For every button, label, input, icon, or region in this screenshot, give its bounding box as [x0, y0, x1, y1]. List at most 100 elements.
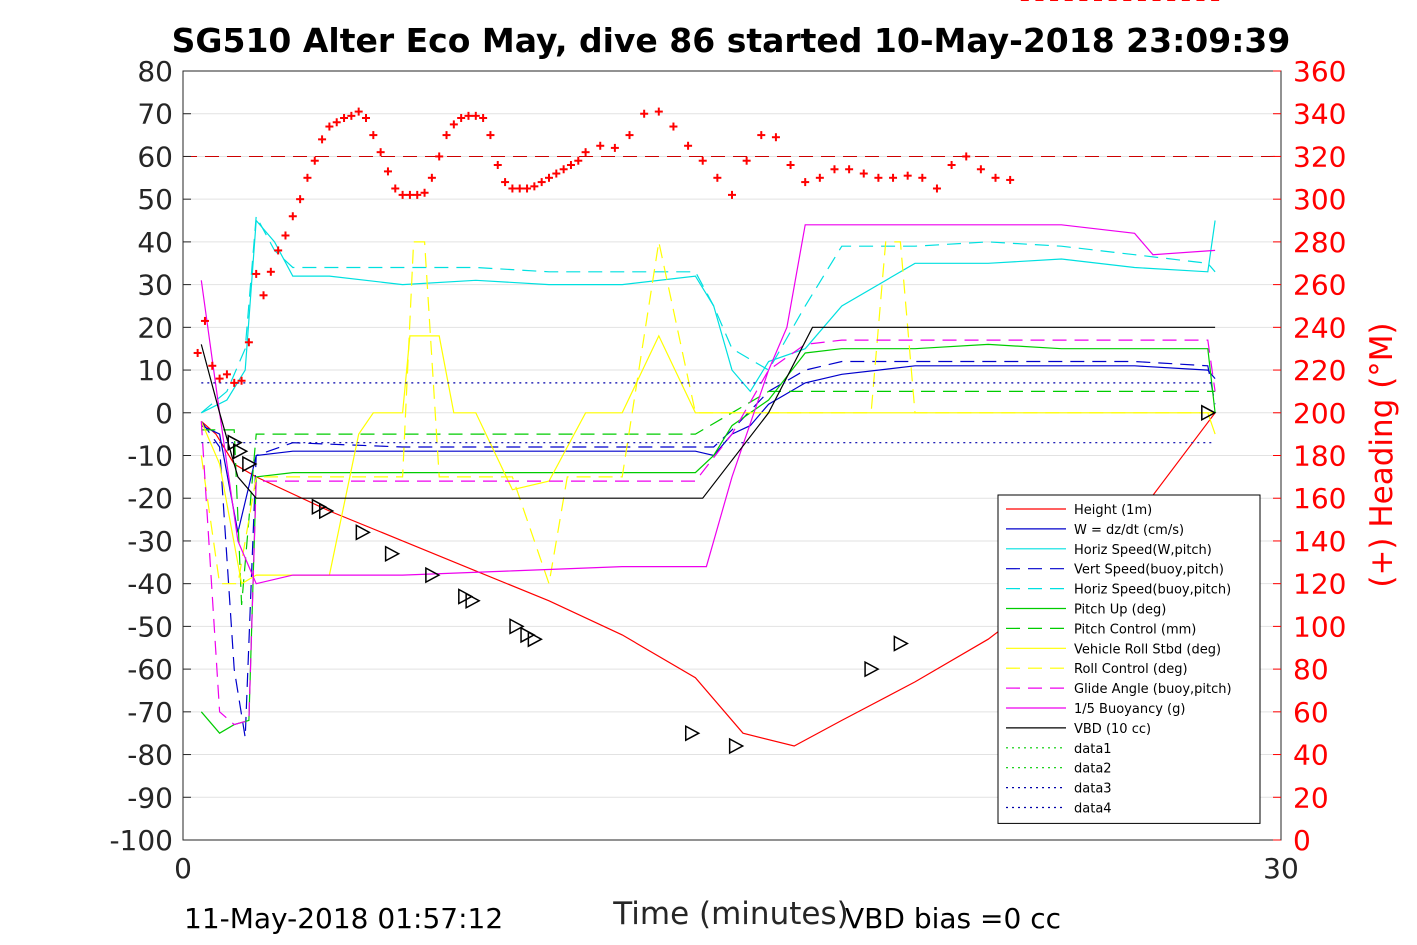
legend-label: Vert Speed(buoy,pitch)	[1074, 563, 1224, 578]
y-tick-label: 40	[137, 226, 173, 259]
triangle-marker	[465, 592, 481, 610]
heading-point	[903, 171, 912, 180]
heading-point	[728, 190, 736, 199]
y-tick-label: -50	[127, 610, 173, 643]
heading-point	[230, 378, 239, 387]
heading-point	[801, 178, 810, 187]
series-line-10	[200, 224, 1216, 585]
legend-label: W = dz/dt (cm/s)	[1074, 523, 1184, 538]
heading-point	[530, 182, 539, 191]
heading-point	[369, 131, 378, 140]
y2-tick-label: 360	[1293, 55, 1346, 88]
triangle-marker	[242, 455, 258, 473]
heading-point	[566, 160, 575, 169]
y-tick-label: 60	[137, 140, 173, 173]
heading-point	[244, 338, 253, 347]
x-tick-label: 0	[174, 852, 192, 885]
y-tick-label: -20	[127, 482, 173, 515]
series-line-7	[200, 334, 1216, 585]
heading-point	[427, 173, 436, 182]
series-line-11	[200, 326, 1216, 499]
triangle-marker	[527, 630, 543, 648]
heading-point	[918, 173, 927, 182]
heading-point	[757, 131, 766, 140]
legend-label: Horiz Speed(W,pitch)	[1074, 543, 1212, 558]
y-tick-label: 80	[137, 55, 173, 88]
heading-point	[296, 195, 305, 204]
y2-tick-label: 0	[1293, 824, 1311, 857]
legend-label: Pitch Control (mm)	[1074, 622, 1196, 637]
legend-label: Vehicle Roll Stbd (deg)	[1074, 642, 1221, 657]
heading-point	[815, 173, 824, 182]
y2-tick-label: 200	[1293, 397, 1346, 430]
triangle-marker	[384, 545, 401, 563]
heading-point	[830, 165, 839, 174]
heading-point	[281, 231, 290, 240]
heading-point	[684, 141, 693, 150]
x-axis-ticks: 0 30	[174, 832, 1299, 885]
heading-point	[479, 113, 488, 122]
triangle-marker	[311, 498, 328, 516]
heading-point	[303, 173, 312, 182]
legend-label: Roll Control (deg)	[1074, 662, 1188, 677]
triangle-marker	[355, 524, 371, 541]
y-tick-label: -100	[109, 824, 173, 857]
legend-label: data1	[1074, 742, 1112, 757]
series-line-6	[201, 390, 1216, 606]
heading-point	[376, 148, 385, 157]
triangle-marker	[684, 724, 701, 742]
heading-point	[222, 370, 231, 379]
y-tick-label: 10	[137, 354, 173, 387]
heading-point	[310, 156, 319, 165]
heading-point	[413, 190, 422, 199]
heading-point	[464, 111, 473, 120]
heading-point	[362, 113, 370, 122]
y2-tick-label: 160	[1293, 482, 1346, 515]
heading-point	[508, 184, 517, 193]
heading-point	[640, 109, 649, 118]
heading-layer	[193, 0, 1220, 387]
triangle-marker	[1201, 404, 1217, 422]
heading-point	[596, 141, 605, 150]
right-axis-ticks: 3603403203002802602402202001801601401201…	[1273, 55, 1346, 857]
y2-tick-label: 100	[1293, 610, 1346, 643]
heading-point	[523, 184, 532, 193]
heading-point	[259, 291, 268, 300]
heading-point	[654, 107, 663, 116]
legend: Height (1m) W = dz/dt (cm/s) Horiz Speed(W…	[997, 494, 1261, 824]
heading-point	[318, 135, 327, 144]
heading-point	[332, 118, 341, 127]
heading-point	[405, 190, 414, 199]
heading-point	[515, 184, 524, 193]
heading-point	[552, 169, 561, 178]
heading-point	[537, 178, 546, 187]
heading-point	[471, 111, 480, 120]
legend-label: data4	[1074, 802, 1112, 817]
heading-point	[442, 131, 451, 140]
heading-point	[354, 107, 363, 116]
heading-point	[288, 212, 297, 221]
heading-point	[574, 156, 583, 165]
heading-point	[398, 190, 407, 199]
series-layer	[183, 155, 1281, 747]
footer-vbd-bias: VBD bias =0 cc	[845, 902, 1061, 935]
series-line-4	[200, 214, 1216, 414]
x-tick-label: 30	[1263, 852, 1299, 885]
y2-tick-label: 320	[1293, 140, 1346, 173]
triangle-marker	[728, 737, 745, 755]
triangle-marker	[520, 626, 536, 644]
heading-point	[1006, 175, 1015, 184]
y-tick-label: 50	[137, 183, 173, 216]
legend-label: 1/5 Buoyancy (g)	[1074, 702, 1185, 717]
heading-point	[545, 173, 553, 182]
y2-tick-label: 300	[1293, 183, 1346, 216]
triangle-marker	[458, 588, 474, 605]
heading-point	[215, 374, 224, 383]
y-tick-label: 20	[137, 311, 173, 344]
triangle-marker	[318, 502, 335, 520]
heading-point	[559, 165, 568, 174]
heading-point	[625, 131, 634, 140]
y-tick-label: -80	[127, 739, 173, 772]
heading-point	[698, 156, 707, 165]
